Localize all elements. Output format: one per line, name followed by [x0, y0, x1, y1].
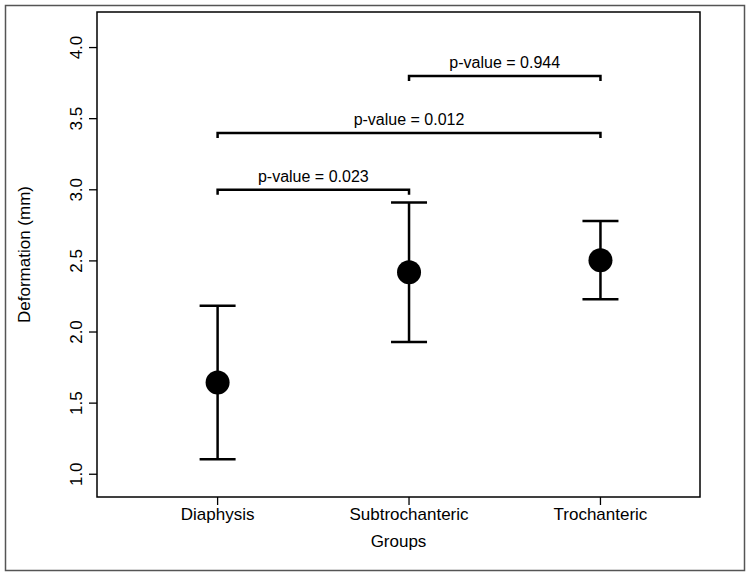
plot-frame	[97, 12, 700, 497]
chart: 1.0 1.5 2.0 2.5 3.0 3.5 4.0 Diaphysis Subtrochan…	[0, 0, 750, 576]
x-tick-label: Diaphysis	[181, 505, 255, 524]
p-value-bracket	[218, 190, 409, 195]
p-value-label: p-value = 0.944	[449, 54, 560, 71]
y-tick	[89, 331, 97, 332]
mean-point	[397, 260, 421, 284]
y-tick-label: 3.0	[67, 178, 86, 202]
x-tick-label: Trochanteric	[554, 505, 648, 524]
mean-point	[206, 371, 230, 395]
y-tick-label: 2.0	[67, 320, 86, 344]
error-cap-lower	[200, 458, 236, 461]
error-cap-upper	[200, 304, 236, 307]
error-cap-upper	[582, 220, 618, 223]
p-value-label: p-value = 0.012	[354, 111, 465, 128]
x-tick	[408, 497, 409, 505]
y-tick	[89, 402, 97, 403]
y-tick-label: 2.5	[67, 249, 86, 273]
y-tick	[89, 474, 97, 475]
y-tick	[89, 47, 97, 48]
page: {"chart_data": {"type": "scatter", "x_la…	[0, 0, 750, 576]
x-tick-label: Subtrochanteric	[349, 505, 469, 524]
error-cap-upper	[391, 201, 427, 204]
bracket-group	[218, 76, 601, 195]
y-axis-label: Deformation (mm)	[15, 186, 34, 323]
y-tick-label: 4.0	[67, 36, 86, 60]
p-value-bracket	[409, 76, 600, 81]
data-group	[200, 203, 619, 460]
mean-point	[588, 248, 612, 272]
figure-border	[6, 6, 745, 571]
y-tick	[89, 118, 97, 119]
y-tick	[89, 189, 97, 190]
y-tick	[89, 260, 97, 261]
y-tick-label: 3.5	[67, 107, 86, 131]
p-value-label: p-value = 0.023	[258, 168, 369, 185]
x-tick	[600, 497, 601, 505]
y-tick-label: 1.5	[67, 391, 86, 415]
error-cap-lower	[582, 298, 618, 301]
y-tick-label: 1.0	[67, 462, 86, 486]
p-value-bracket	[218, 133, 601, 138]
x-tick	[217, 497, 218, 505]
error-cap-lower	[391, 341, 427, 344]
x-axis-label: Groups	[371, 532, 427, 551]
